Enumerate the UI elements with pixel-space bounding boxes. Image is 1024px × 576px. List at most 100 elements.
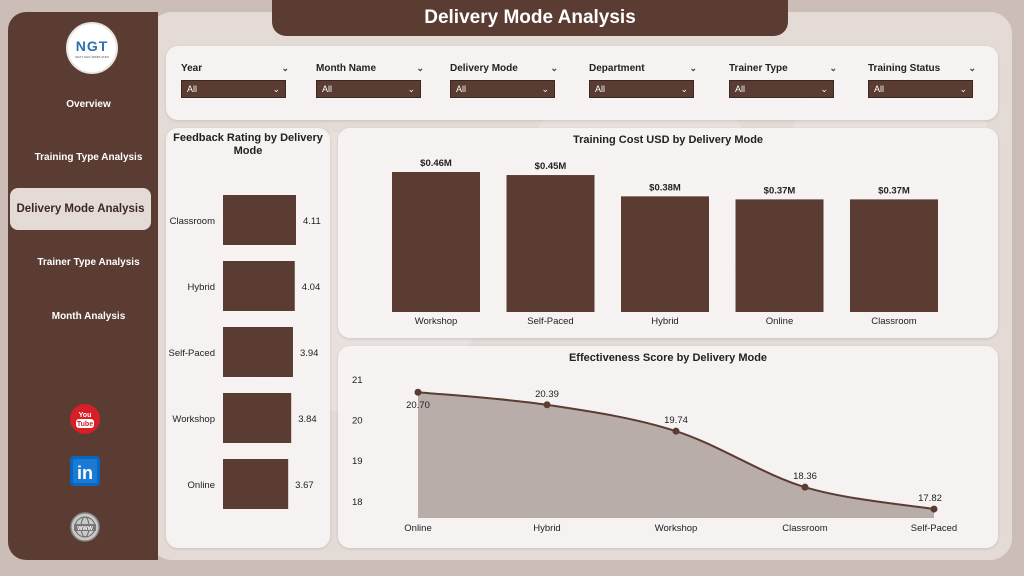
category-label: Workshop <box>415 316 458 327</box>
feedback-bar <box>223 261 295 311</box>
feedback-bar <box>223 327 293 377</box>
nav-delivery-mode-analysis[interactable]: Delivery Mode Analysis <box>10 188 151 230</box>
y-tick-label: 18 <box>352 497 363 508</box>
training-status-select[interactable]: All ⌄ <box>868 80 973 98</box>
svg-text:Tube: Tube <box>77 421 93 428</box>
linkedin-icon[interactable]: in <box>68 454 102 488</box>
filter-month-name: Month Name ⌄ All ⌄ <box>316 60 424 98</box>
category-label: Classroom <box>871 316 916 327</box>
nav-trainer-type-analysis[interactable]: Trainer Type Analysis <box>37 256 140 268</box>
category-label: Workshop <box>172 414 215 425</box>
filter-year: Year ⌄ All ⌄ <box>181 60 289 98</box>
filter-training-status: Training Status ⌄ All ⌄ <box>868 60 976 98</box>
filter-label: Delivery Mode <box>450 62 518 74</box>
filter-department: Department ⌄ All ⌄ <box>589 60 697 98</box>
data-label: 19.74 <box>664 415 688 426</box>
filter-label: Department <box>589 62 645 74</box>
chevron-down-icon[interactable]: ⌄ <box>829 62 837 73</box>
chevron-down-icon: ⌄ <box>680 83 688 94</box>
data-point <box>543 401 551 409</box>
cost-chart-title: Training Cost USD by Delivery Mode <box>572 134 764 146</box>
filter-trainer-type: Trainer Type ⌄ All ⌄ <box>729 60 837 98</box>
data-label: $0.37M <box>764 185 796 196</box>
effectiveness-score-chart: 21 20 19 18 20.70 Online 20.39 Hybrid 19.74 Works… <box>352 375 957 534</box>
category-label: Self-Paced <box>169 348 215 359</box>
page-title: Delivery Mode Analysis <box>272 0 788 36</box>
chevron-down-icon: ⌄ <box>272 83 280 94</box>
data-point <box>801 483 809 491</box>
data-point <box>672 427 680 435</box>
data-label: 4.11 <box>303 216 321 227</box>
data-point <box>930 505 938 513</box>
sidebar: NGT NEXT GEN TEMPLATES Overview Training… <box>8 12 158 560</box>
category-label: Online <box>188 480 215 491</box>
website-icon[interactable]: WWW <box>68 510 102 544</box>
filters-panel <box>166 46 998 120</box>
chevron-down-icon: ⌄ <box>959 83 967 94</box>
category-label: Classroom <box>170 216 215 227</box>
data-point <box>414 388 422 396</box>
youtube-icon[interactable]: You Tube <box>68 402 102 436</box>
filter-label: Training Status <box>868 62 941 74</box>
filter-label: Trainer Type <box>729 62 788 74</box>
filter-delivery-mode: Delivery Mode ⌄ All ⌄ <box>450 60 558 98</box>
feedback-bar <box>223 393 292 443</box>
data-label: 4.04 <box>302 282 321 293</box>
training-cost-chart: $0.46M Workshop $0.45M Self-Paced $0.38M Hybr… <box>392 158 938 327</box>
logo-subtext: NEXT GEN TEMPLATES <box>75 54 109 59</box>
chevron-down-icon[interactable]: ⌄ <box>550 62 558 73</box>
feedback-bar <box>223 459 289 509</box>
y-tick-label: 21 <box>352 375 363 386</box>
effectiveness-area <box>418 392 934 518</box>
chevron-down-icon: ⌄ <box>820 83 828 94</box>
category-label: Workshop <box>655 523 698 534</box>
svg-text:You: You <box>79 412 92 419</box>
department-select[interactable]: All ⌄ <box>589 80 694 98</box>
data-label: 18.36 <box>793 471 817 482</box>
feedback-bar <box>223 195 296 245</box>
chevron-down-icon[interactable]: ⌄ <box>281 62 289 73</box>
nav-overview[interactable]: Overview <box>66 98 111 110</box>
filter-label: Year <box>181 62 203 74</box>
cost-bar <box>735 199 824 312</box>
year-select[interactable]: All ⌄ <box>181 80 286 98</box>
chevron-down-icon[interactable]: ⌄ <box>689 62 697 73</box>
cost-bar <box>850 199 938 312</box>
cost-bar <box>392 172 480 312</box>
select-value: All <box>735 84 746 94</box>
y-tick-label: 19 <box>352 456 363 467</box>
nav-training-type-analysis[interactable]: Training Type Analysis <box>34 151 143 163</box>
select-value: All <box>874 84 885 94</box>
logo-text: NGT <box>75 37 109 54</box>
data-label: 3.94 <box>300 348 319 359</box>
category-label: Self-Paced <box>911 523 957 534</box>
delivery-mode-select[interactable]: All ⌄ <box>450 80 555 98</box>
svg-text:in: in <box>77 463 93 483</box>
select-value: All <box>187 84 198 94</box>
feedback-chart-title: Feedback Rating by Delivery Mode <box>173 132 323 157</box>
data-label: $0.38M <box>649 182 681 193</box>
filter-label: Month Name <box>316 62 376 74</box>
svg-text:WWW: WWW <box>77 526 93 532</box>
data-label: 20.70 <box>406 400 430 411</box>
category-label: Online <box>766 316 793 327</box>
category-label: Hybrid <box>188 282 215 293</box>
month-name-select[interactable]: All ⌄ <box>316 80 421 98</box>
cost-bar <box>621 196 709 312</box>
chevron-down-icon[interactable]: ⌄ <box>968 62 976 73</box>
feedback-rating-chart: Classroom 4.11 Hybrid 4.04 Self-Paced 3.94 Wor… <box>169 195 321 509</box>
select-value: All <box>595 84 606 94</box>
category-label: Hybrid <box>533 523 560 534</box>
chevron-down-icon[interactable]: ⌄ <box>416 62 424 73</box>
chevron-down-icon: ⌄ <box>407 83 415 94</box>
select-value: All <box>322 84 333 94</box>
data-label: 3.67 <box>295 480 314 491</box>
chevron-down-icon: ⌄ <box>541 83 549 94</box>
category-label: Classroom <box>782 523 827 534</box>
nav-month-analysis[interactable]: Month Analysis <box>51 310 126 322</box>
cost-bar <box>506 175 595 312</box>
trainer-type-select[interactable]: All ⌄ <box>729 80 834 98</box>
data-label: $0.45M <box>535 161 567 172</box>
logo: NGT NEXT GEN TEMPLATES <box>66 22 118 74</box>
effectiveness-chart-title: Effectiveness Score by Delivery Mode <box>568 352 768 364</box>
